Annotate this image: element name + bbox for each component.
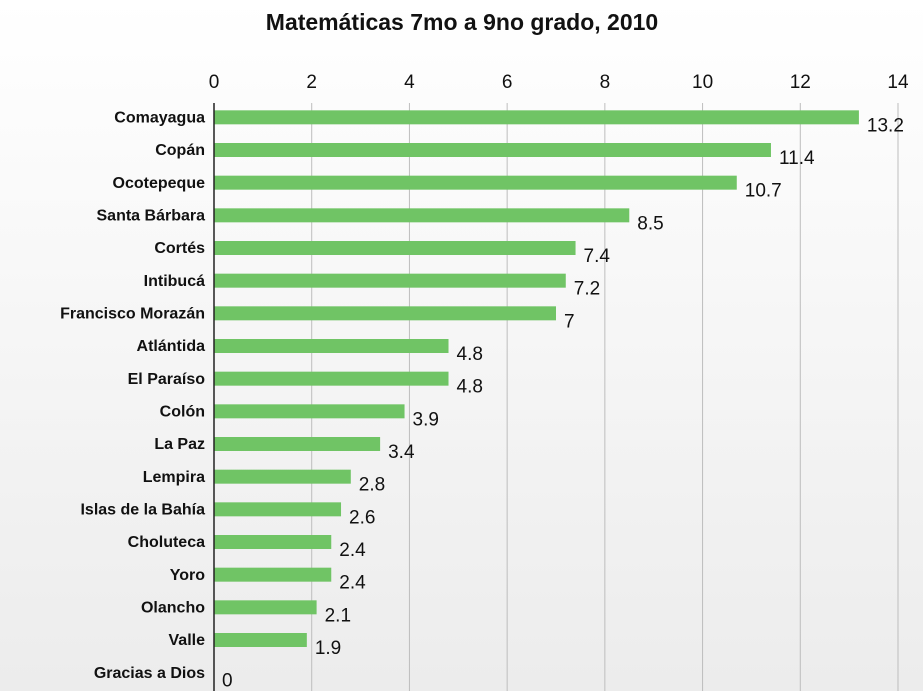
data-label: 7 — [564, 311, 575, 332]
data-label: 8.5 — [637, 213, 663, 234]
y-tick-label: Islas de la Bahía — [80, 502, 205, 519]
data-label: 7.4 — [584, 246, 611, 267]
bar — [214, 110, 859, 125]
y-tick-label: Comayagua — [114, 110, 205, 127]
data-label: 4.8 — [457, 344, 483, 365]
data-label: 2.4 — [339, 540, 366, 561]
data-label: 2.8 — [359, 475, 385, 496]
y-tick-label: Cortés — [154, 240, 205, 257]
bar — [214, 535, 332, 549]
x-tick-label: 8 — [600, 72, 611, 93]
x-tick-label: 0 — [209, 72, 220, 93]
bar — [214, 567, 332, 582]
x-tick-label: 12 — [790, 72, 811, 93]
y-tick-label: Valle — [169, 632, 206, 649]
bar — [214, 502, 342, 517]
data-label: 13.2 — [867, 115, 904, 136]
y-tick-label: Yoro — [170, 567, 205, 584]
bar — [214, 273, 566, 288]
y-tick-label: Lempira — [143, 469, 205, 486]
y-tick-label: Atlántida — [137, 338, 206, 355]
data-label: 3.9 — [413, 409, 439, 430]
x-tick-label: 14 — [887, 72, 909, 93]
y-tick-label: El Paraíso — [128, 371, 206, 388]
bar — [214, 469, 351, 484]
bar — [214, 339, 449, 353]
chart-title: Matemáticas 7mo a 9no grado, 2010 — [266, 9, 658, 35]
bar — [214, 143, 771, 157]
y-tick-label: Copán — [155, 142, 205, 159]
data-label: 2.1 — [325, 605, 351, 626]
bar — [214, 437, 381, 451]
y-tick-label: La Paz — [154, 436, 205, 453]
x-tick-label: 6 — [502, 72, 513, 93]
y-tick-label: Santa Bárbara — [97, 208, 206, 225]
bar — [214, 208, 630, 223]
bar — [214, 404, 405, 419]
bar — [214, 306, 556, 321]
bar — [214, 175, 737, 190]
bar — [214, 600, 317, 615]
data-label: 2.6 — [349, 507, 375, 528]
bar — [214, 633, 307, 647]
y-tick-label: Choluteca — [128, 534, 205, 551]
data-label: 7.2 — [574, 279, 600, 300]
bar — [214, 241, 576, 255]
y-tick-label: Colón — [160, 404, 205, 421]
data-label: 11.4 — [779, 148, 815, 169]
data-label: 1.9 — [315, 638, 341, 659]
y-tick-label: Ocotepeque — [113, 175, 206, 192]
y-tick-label: Francisco Morazán — [60, 306, 205, 323]
bar — [214, 371, 449, 386]
data-label: 0 — [222, 671, 233, 691]
x-tick-label: 10 — [692, 72, 713, 93]
y-tick-label: Gracias a Dios — [94, 665, 205, 682]
x-tick-label: 2 — [306, 72, 317, 93]
x-tick-label: 4 — [404, 72, 415, 93]
y-tick-label: Intibucá — [144, 273, 205, 290]
y-tick-label: Olancho — [141, 600, 205, 617]
data-label: 4.8 — [457, 377, 483, 398]
data-label: 3.4 — [388, 442, 415, 463]
data-label: 2.4 — [339, 573, 366, 594]
data-label: 10.7 — [745, 181, 782, 202]
